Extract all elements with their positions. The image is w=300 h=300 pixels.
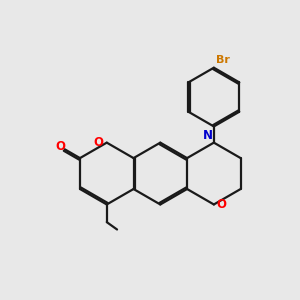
Text: N: N — [202, 129, 212, 142]
Text: O: O — [55, 140, 65, 153]
Text: O: O — [216, 198, 226, 211]
Text: Br: Br — [216, 55, 230, 65]
Text: O: O — [93, 136, 103, 149]
